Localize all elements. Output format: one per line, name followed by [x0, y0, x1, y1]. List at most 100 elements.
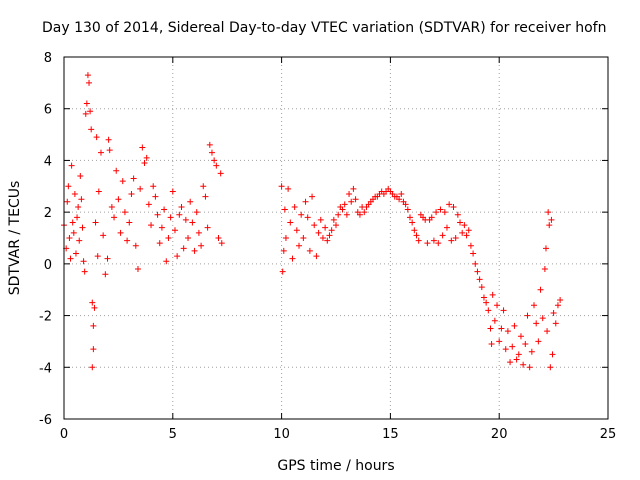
data-point: [446, 201, 453, 208]
data-point: [66, 235, 73, 241]
y-tick-label: -4: [39, 361, 52, 376]
data-point: [169, 188, 176, 195]
data-point: [402, 201, 409, 208]
data-point: [428, 214, 435, 221]
data-point: [92, 219, 99, 226]
data-point: [64, 198, 71, 205]
data-point: [500, 307, 507, 314]
data-point: [167, 214, 174, 221]
grid-lines: [64, 57, 608, 419]
data-point: [178, 203, 185, 210]
data-point: [156, 240, 163, 247]
data-point: [513, 356, 520, 363]
data-point: [148, 222, 155, 229]
data-point: [488, 341, 495, 348]
data-point: [187, 198, 194, 205]
x-axis-label: GPS time / hours: [277, 458, 394, 474]
data-point: [411, 227, 418, 234]
data-point: [535, 338, 542, 345]
data-point: [95, 188, 102, 195]
data-point: [206, 141, 213, 148]
data-point: [93, 134, 100, 141]
data-point: [348, 198, 355, 205]
data-point: [557, 297, 564, 304]
data-point: [547, 364, 554, 371]
data-point: [361, 209, 368, 216]
data-point: [108, 203, 115, 210]
data-point: [298, 211, 305, 218]
data-point: [439, 232, 446, 239]
data-point: [531, 302, 538, 309]
data-point: [185, 235, 192, 241]
data-point: [461, 222, 468, 229]
data-point: [165, 235, 172, 241]
data-point: [433, 209, 440, 216]
data-point: [141, 160, 148, 167]
data-point: [517, 333, 524, 340]
data-point: [86, 79, 93, 86]
data-point: [182, 216, 189, 223]
data-point: [465, 227, 472, 234]
data-point: [317, 216, 324, 223]
data-point: [289, 255, 296, 262]
y-tick-label: -2: [39, 310, 52, 325]
data-point: [546, 222, 553, 229]
data-point: [104, 255, 111, 262]
data-point: [90, 346, 97, 353]
data-point: [71, 191, 78, 198]
data-point: [105, 136, 112, 143]
data-point: [398, 191, 405, 198]
data-point: [539, 315, 546, 322]
data-point: [459, 229, 466, 236]
x-tick-label: 5: [169, 427, 177, 442]
y-tick-label: -6: [39, 413, 52, 428]
data-point: [544, 328, 551, 335]
data-point: [285, 185, 292, 192]
data-point: [450, 203, 457, 210]
data-point: [526, 364, 533, 371]
data-point: [545, 209, 552, 216]
data-point: [441, 209, 448, 216]
data-point: [524, 312, 531, 319]
data-point: [413, 232, 420, 239]
data-point: [424, 240, 431, 247]
data-point: [494, 302, 501, 309]
data-point: [396, 196, 403, 203]
data-point: [443, 224, 450, 231]
x-tick-label: 0: [60, 427, 68, 442]
data-point: [76, 237, 83, 244]
data-point: [200, 183, 207, 190]
data-point: [520, 361, 527, 368]
data-point: [537, 286, 544, 293]
y-tick-label: 2: [44, 206, 52, 221]
data-point: [89, 364, 96, 371]
data-point: [202, 193, 209, 200]
data-point: [341, 201, 348, 208]
data-point: [70, 229, 77, 236]
data-point: [330, 216, 337, 223]
data-point: [280, 247, 287, 254]
data-point: [550, 309, 557, 316]
data-point: [548, 216, 555, 223]
data-point: [100, 232, 107, 239]
data-point: [300, 235, 307, 241]
data-point: [346, 191, 353, 198]
data-point: [130, 175, 137, 182]
data-point: [78, 196, 85, 203]
data-point: [67, 255, 74, 262]
data-point: [335, 211, 342, 218]
data-point: [88, 126, 95, 133]
data-point: [77, 172, 84, 179]
data-point: [68, 162, 75, 169]
data-point: [296, 242, 303, 249]
data-point: [326, 232, 333, 239]
data-point: [171, 227, 178, 234]
data-point: [478, 284, 485, 291]
y-tick-labels: -6 -4 -2 0 2 4 6 8: [39, 51, 52, 428]
data-point: [502, 346, 509, 353]
data-point: [511, 322, 518, 329]
data-point: [324, 237, 331, 244]
plot-frame: [63, 56, 609, 420]
data-point: [487, 325, 494, 332]
